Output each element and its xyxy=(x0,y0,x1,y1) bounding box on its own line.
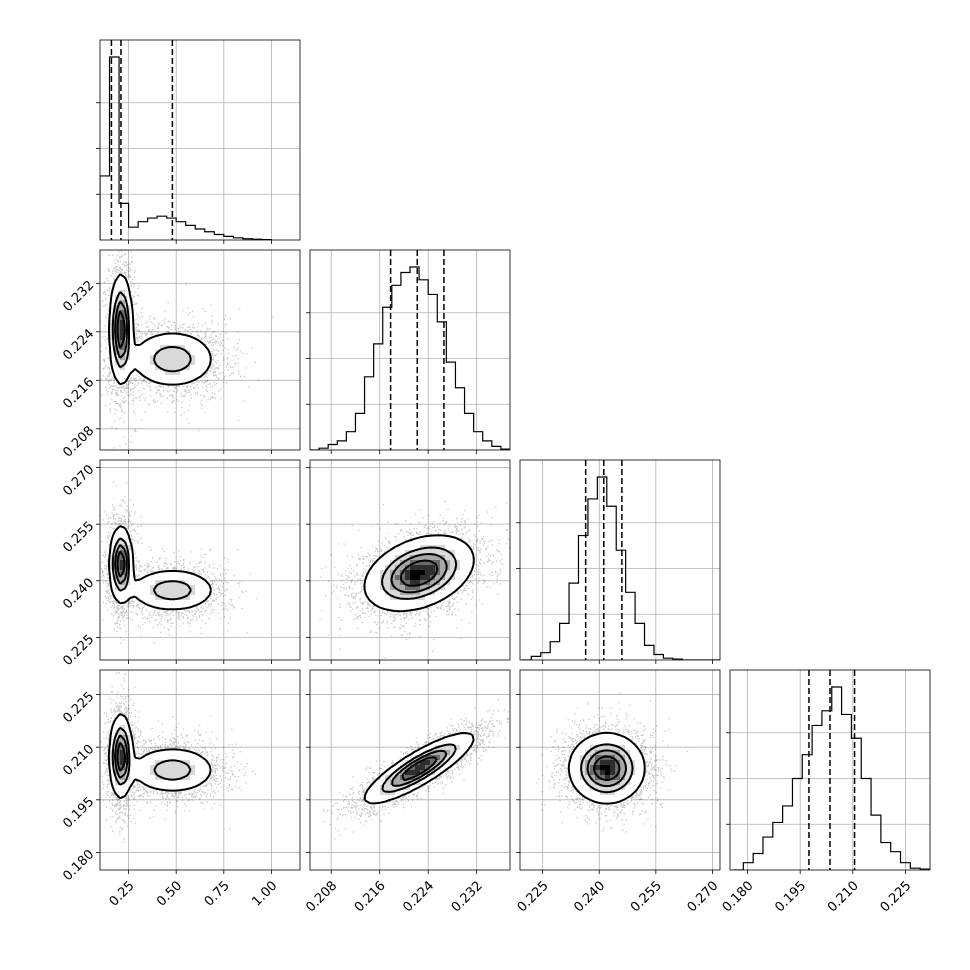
scatter-panel-3-0 xyxy=(96,669,301,874)
histogram-panel-0 xyxy=(96,39,301,244)
panel-frame xyxy=(99,39,301,241)
x-tick-label-3-2: 0.210 xyxy=(825,878,862,915)
y-tick-label-1-1: 0.216 xyxy=(60,375,97,412)
contour-level-0 xyxy=(107,713,212,800)
contour-level-1 xyxy=(111,537,192,601)
histogram-panel-2 xyxy=(516,459,721,664)
contour-level-2 xyxy=(391,749,448,787)
scatter-panel-3-2 xyxy=(516,669,721,874)
histogram-step-1 xyxy=(310,266,510,450)
scatter-panel-2-1 xyxy=(306,459,511,664)
x-tick-label-1-0: 0.208 xyxy=(303,878,340,915)
x-tick-label-2-3: 0.270 xyxy=(685,878,722,915)
scatter-panel-3-1 xyxy=(306,669,511,874)
contour-level-2 xyxy=(114,543,128,585)
contour-level-1 xyxy=(381,743,457,793)
density-layer xyxy=(100,250,273,449)
density-layer xyxy=(536,692,689,833)
x-tick-label-2-1: 0.240 xyxy=(571,878,608,915)
contour-level-0 xyxy=(363,534,475,613)
panel-frame xyxy=(99,669,301,871)
x-tick-label-1-1: 0.216 xyxy=(352,878,389,915)
x-tick-label-1-2: 0.224 xyxy=(400,878,437,915)
y-tick-label-2-2: 0.255 xyxy=(60,519,97,556)
density-layer xyxy=(100,672,257,843)
contour-level-0 xyxy=(363,732,475,805)
histogram-step-3 xyxy=(733,686,930,870)
scatter-panel-2-0 xyxy=(96,459,301,664)
contour-level-2 xyxy=(114,300,128,359)
contour-level-3 xyxy=(400,559,439,587)
contour-level-0 xyxy=(108,273,212,386)
y-tick-label-3-2: 0.210 xyxy=(60,742,97,779)
x-tick-label-0-3: 1.00 xyxy=(249,878,280,909)
contour-level-2 xyxy=(390,553,448,594)
contour-level-0 xyxy=(108,524,212,611)
y-tick-label-1-2: 0.224 xyxy=(60,327,97,364)
density-layer xyxy=(322,698,510,840)
contour-level-2 xyxy=(586,749,627,788)
panel-frame xyxy=(729,669,931,871)
x-tick-label-3-0: 0.180 xyxy=(720,878,757,915)
panel-frame xyxy=(309,669,511,871)
panel-frame xyxy=(309,459,511,661)
panel-frame xyxy=(309,249,511,451)
contour-level-1 xyxy=(111,726,192,786)
histogram-step-2 xyxy=(521,476,720,660)
density-layer xyxy=(310,500,510,659)
contour-level-3 xyxy=(116,550,126,578)
histogram-panel-1 xyxy=(306,249,511,454)
scatter-points xyxy=(100,250,273,449)
contour-level-3 xyxy=(593,755,621,782)
scatter-points xyxy=(100,481,258,644)
contour-level-1 xyxy=(381,546,458,600)
scatter-panel-1-0 xyxy=(96,249,301,454)
y-tick-label-2-3: 0.270 xyxy=(60,462,97,499)
contour-level-1 xyxy=(111,291,192,373)
panel-frame xyxy=(99,249,301,451)
contour-level-0 xyxy=(567,731,646,805)
y-tick-label-2-0: 0.225 xyxy=(60,632,97,669)
y-tick-label-3-0: 0.180 xyxy=(60,847,97,884)
x-tick-label-0-0: 0.25 xyxy=(107,878,138,909)
density-layer xyxy=(100,481,258,644)
panel-frame xyxy=(519,669,721,871)
histogram-panel-3 xyxy=(726,669,931,874)
y-tick-label-1-3: 0.232 xyxy=(60,278,97,315)
contour-level-3 xyxy=(116,741,127,772)
panel-frame xyxy=(519,459,721,661)
x-tick-label-2-2: 0.255 xyxy=(628,878,665,915)
x-tick-label-0-1: 0.50 xyxy=(154,878,185,909)
contour-level-3 xyxy=(401,756,438,782)
x-tick-label-3-1: 0.195 xyxy=(772,878,809,915)
histogram-step-0 xyxy=(100,56,273,240)
contour-level-1 xyxy=(580,743,634,794)
panel-frame xyxy=(99,459,301,661)
y-tick-label-3-3: 0.225 xyxy=(60,689,97,726)
x-tick-label-1-3: 0.232 xyxy=(449,878,486,915)
y-tick-label-3-1: 0.195 xyxy=(60,795,97,832)
x-tick-label-0-2: 0.75 xyxy=(202,878,233,909)
x-tick-label-2-0: 0.225 xyxy=(515,878,552,915)
y-tick-label-1-0: 0.208 xyxy=(60,423,97,460)
contour-level-2 xyxy=(114,734,129,779)
contour-level-3 xyxy=(116,310,126,349)
x-tick-label-3-3: 0.225 xyxy=(878,878,915,915)
y-tick-label-2-1: 0.240 xyxy=(60,575,97,612)
